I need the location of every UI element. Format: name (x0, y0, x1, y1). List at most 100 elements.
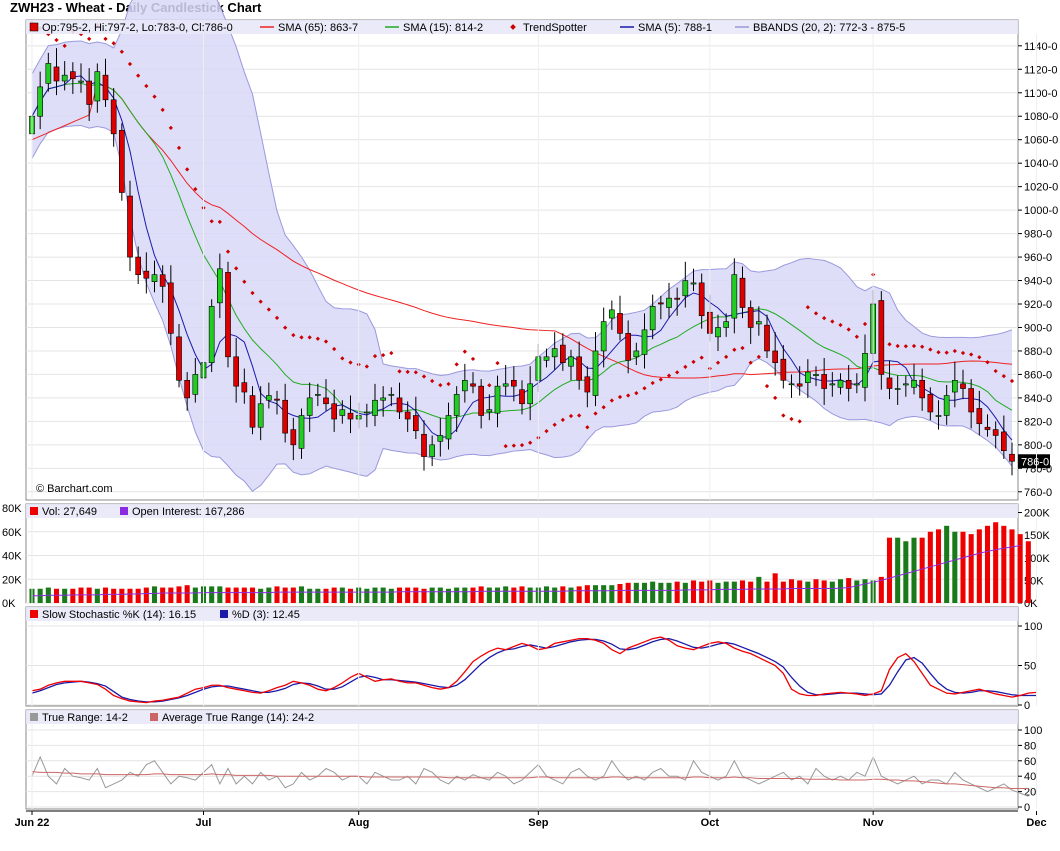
volume-bar (772, 573, 778, 603)
volume-bar (184, 585, 190, 603)
volume-bar (421, 588, 427, 603)
trendspotter-marker (462, 349, 467, 354)
trendspotter-marker (936, 350, 941, 355)
volume-legend-label: Vol: 27,649 (42, 506, 97, 518)
volume-bar (454, 587, 460, 603)
candle-body (968, 388, 974, 413)
candle-body (127, 195, 133, 258)
candle-body (184, 379, 190, 399)
candle-body (61, 74, 68, 82)
volume-bar (846, 578, 852, 603)
volume-bar (233, 587, 239, 603)
volume-bar (903, 541, 909, 603)
candle-body (135, 256, 141, 275)
volume-bar (1001, 525, 1007, 603)
trendspotter-marker (111, 41, 116, 46)
candle-body (919, 379, 925, 399)
candle-body (813, 374, 819, 376)
trendspotter-marker (544, 429, 549, 434)
volume-bar (715, 582, 721, 603)
volume-bar (519, 586, 525, 603)
candle-body (903, 383, 909, 386)
stoch-k-swatch (30, 610, 38, 618)
trendspotter-marker (854, 334, 859, 339)
price-tick-label: 1080-0 (1024, 111, 1058, 123)
volume-bar (135, 588, 141, 603)
trendspotter-marker (920, 344, 925, 349)
trendspotter-marker (675, 370, 680, 375)
trendspotter-marker (185, 167, 190, 172)
volume-bar (437, 587, 443, 603)
trendspotter-marker (1001, 374, 1006, 379)
volume-bar (445, 588, 452, 603)
volume-bar (462, 587, 468, 603)
candle-body (560, 344, 566, 363)
volume-bar (372, 587, 378, 603)
candle-body (576, 356, 582, 381)
trendspotter-marker (454, 362, 459, 367)
volume-bar (731, 581, 737, 603)
candle-body (502, 383, 509, 387)
trendspotter-marker (560, 417, 565, 423)
trendspotter-marker (609, 398, 614, 403)
candle-body (527, 383, 533, 405)
x-tick-label: Dec (1026, 817, 1046, 829)
oi-legend-label: Open Interest: 167,286 (132, 506, 245, 518)
last-price-tag (1018, 454, 1050, 469)
candle-body (764, 324, 770, 352)
volume-bar (102, 587, 109, 603)
candle-body (404, 411, 411, 420)
volume-bar (609, 585, 615, 603)
trendspotter-marker (699, 355, 704, 360)
credit-label: © Barchart.com (36, 483, 113, 495)
open-interest-line (32, 545, 1021, 597)
trendspotter-marker (225, 249, 231, 254)
candle-body (331, 403, 337, 420)
true-range-panel-frame (25, 709, 1019, 810)
trendspotter-marker (822, 316, 827, 321)
trendspotter-marker (160, 107, 165, 113)
volume-bar (699, 581, 705, 603)
candle-body (396, 397, 403, 413)
trendspotter-marker (658, 377, 663, 382)
volume-bar (119, 588, 125, 603)
trendspotter-marker (724, 354, 729, 359)
volume-bar (168, 587, 174, 603)
legend-label: TrendSpotter (523, 22, 587, 34)
trendspotter-marker (332, 346, 337, 352)
trendspotter-marker (470, 356, 476, 362)
price-tick-label: 880-0 (1024, 346, 1052, 358)
legend-label: SMA (5): 788-1 (638, 22, 712, 34)
price-tick-label: 1020-0 (1024, 182, 1058, 194)
trendspotter-marker (715, 360, 721, 365)
candle-body (176, 336, 182, 381)
price-tick-label: 900-0 (1024, 322, 1052, 334)
candle-body (592, 350, 599, 396)
tr-tick: 40 (1024, 771, 1036, 783)
candle-body (249, 395, 256, 428)
candle-body (168, 282, 174, 334)
candle-body (911, 379, 917, 388)
trendspotter-marker (340, 356, 345, 361)
trendspotter-marker (944, 350, 949, 355)
candle-body (731, 274, 738, 319)
candle-body (306, 397, 313, 416)
trendspotter-marker (487, 383, 492, 388)
candle-body (37, 86, 43, 117)
volume-bar (274, 586, 280, 603)
volume-bar (601, 585, 607, 603)
trendspotter-marker (274, 315, 280, 320)
volume-left-tick: 20K (2, 574, 22, 586)
volume-bar (494, 587, 501, 603)
price-tick-label: 940-0 (1024, 276, 1052, 288)
ohlc-legend: Op:795-2, Hi:797-2, Lo:783-0, Cl:786-0 (42, 22, 233, 34)
price-tick-label: 960-0 (1024, 252, 1052, 264)
volume-bar (217, 586, 223, 603)
price-tick-label: 1060-0 (1024, 135, 1058, 147)
volume-bar (666, 582, 672, 603)
volume-bar (470, 587, 476, 603)
stoch-d-label: %D (3): 12.45 (232, 609, 300, 621)
candle-body (658, 302, 664, 305)
price-tick-label: 800-0 (1024, 440, 1052, 452)
volume-bar (1009, 529, 1015, 603)
